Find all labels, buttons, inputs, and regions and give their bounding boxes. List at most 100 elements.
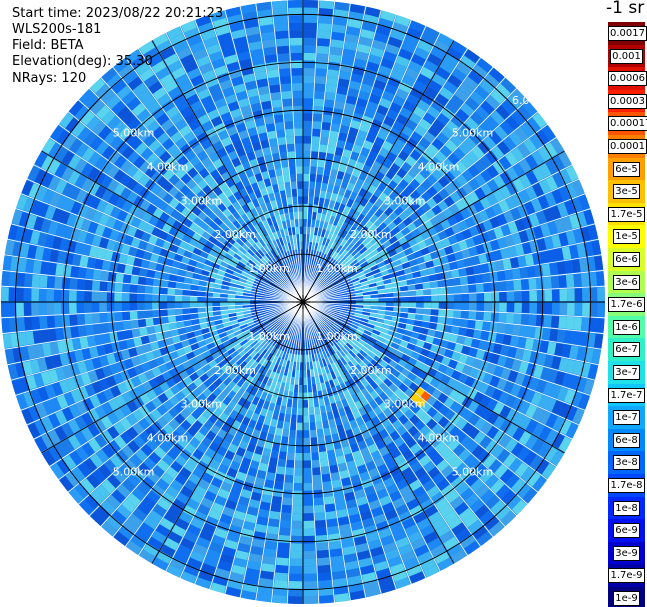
ppi-range-gate	[271, 279, 279, 286]
ppi-range-gate	[446, 253, 457, 263]
ppi-range-gate	[16, 287, 24, 302]
ppi-range-gate	[88, 408, 100, 423]
ray-divider-line	[302, 193, 586, 303]
ppi-range-gate	[312, 467, 321, 476]
ppi-range-gate	[383, 339, 393, 347]
ppi-range-gate	[186, 265, 196, 273]
ppi-range-gate	[312, 284, 319, 291]
ppi-range-gate	[59, 238, 70, 252]
ray-divider-line	[15, 301, 304, 396]
ppi-range-gate	[350, 323, 359, 330]
ppi-range-gate	[31, 288, 40, 302]
ppi-range-gate	[390, 69, 404, 81]
ppi-range-gate	[319, 351, 325, 360]
ray-divider-line	[165, 301, 304, 572]
ppi-range-gate	[303, 407, 309, 416]
ppi-range-gate	[372, 39, 387, 51]
ppi-range-gate	[393, 216, 403, 226]
ppi-range-gate	[384, 315, 393, 321]
ppi-range-gate	[303, 30, 317, 39]
ppi-range-gate	[300, 354, 303, 363]
ppi-range-gate	[268, 192, 276, 202]
ppi-range-gate	[387, 221, 397, 231]
ppi-range-gate	[579, 332, 589, 346]
ppi-range-gate	[28, 183, 41, 199]
ray-divider-line	[15, 208, 304, 303]
ppi-range-gate	[558, 402, 571, 418]
ppi-range-gate	[245, 26, 260, 36]
ppi-range-gate	[319, 326, 326, 334]
ppi-range-gate	[276, 254, 283, 263]
ppi-range-gate	[68, 434, 81, 450]
ppi-range-gate	[232, 220, 241, 229]
ppi-range-gate	[262, 330, 270, 338]
ppi-range-gate	[316, 352, 322, 361]
ppi-range-gate	[239, 339, 248, 347]
ppi-range-gate	[405, 67, 419, 80]
ppi-range-gate	[293, 323, 298, 332]
ray-divider-line	[255, 301, 304, 601]
ppi-range-gate	[343, 354, 351, 363]
ppi-range-gate	[88, 245, 99, 258]
ppi-range-gate	[357, 154, 368, 164]
ppi-range-gate	[353, 332, 362, 339]
ppi-range-gate	[357, 440, 368, 450]
ppi-range-gate	[358, 503, 371, 514]
ppi-range-gate	[316, 383, 322, 392]
ppi-range-gate	[294, 460, 303, 469]
ppi-range-gate	[146, 100, 161, 114]
ppi-range-gate	[316, 421, 323, 430]
ppi-range-gate	[295, 143, 303, 152]
ppi-range-gate	[269, 224, 276, 233]
ppi-range-gate	[350, 358, 359, 367]
ppi-range-gate	[303, 362, 307, 370]
ppi-range-gate	[69, 450, 83, 466]
ppi-scan-plot[interactable]: 1.00km2.00km3.00km4.00km5.00km1.00km2.00…	[0, 0, 606, 607]
ppi-range-gate	[500, 78, 516, 94]
ppi-range-gate	[268, 426, 276, 435]
ppi-range-gate	[237, 317, 246, 323]
ppi-range-gate	[99, 302, 107, 313]
ppi-range-gate	[303, 573, 317, 582]
ppi-range-gate	[462, 409, 474, 422]
ppi-range-gate	[299, 234, 303, 242]
ppi-range-gate	[330, 555, 344, 565]
ppi-range-gate	[127, 117, 141, 131]
ppi-range-gate	[475, 106, 490, 120]
ppi-range-gate	[458, 267, 467, 277]
ppi-range-gate	[571, 259, 581, 273]
ppi-range-gate	[32, 260, 42, 274]
ppi-range-gate	[261, 100, 272, 110]
ppi-range-gate	[452, 277, 461, 286]
ppi-range-gate	[336, 281, 345, 287]
ppi-range-gate	[504, 357, 515, 370]
ppi-range-gate	[291, 338, 296, 347]
ppi-range-gate	[150, 408, 162, 421]
ppi-range-gate	[319, 190, 327, 199]
ppi-range-gate	[519, 174, 532, 189]
ppi-range-gate	[357, 43, 371, 54]
ppi-range-gate	[330, 426, 338, 435]
ppi-range-gate	[112, 372, 124, 385]
ppi-range-gate	[53, 289, 62, 302]
ppi-range-gate	[244, 332, 253, 339]
ppi-range-gate	[378, 192, 389, 203]
ppi-range-gate	[109, 454, 123, 469]
ppi-range-gate	[393, 297, 402, 302]
ppi-range-gate	[303, 241, 306, 250]
ppi-range-gate	[435, 67, 451, 80]
ppi-range-gate	[591, 348, 602, 364]
ppi-range-gate	[292, 505, 303, 514]
ppi-range-gate	[380, 582, 396, 594]
ppi-range-gate	[297, 181, 303, 189]
ppi-range-gate	[90, 78, 106, 94]
ppi-range-gate	[57, 340, 67, 354]
ppi-range-gate	[468, 347, 478, 358]
ppi-range-gate	[455, 482, 470, 496]
ppi-range-gate	[408, 296, 417, 302]
ppi-range-gate	[103, 249, 114, 261]
ppi-range-gate	[185, 366, 196, 376]
ppi-range-gate	[197, 312, 207, 319]
ppi-range-gate	[382, 502, 395, 514]
ppi-range-gate	[470, 255, 481, 266]
